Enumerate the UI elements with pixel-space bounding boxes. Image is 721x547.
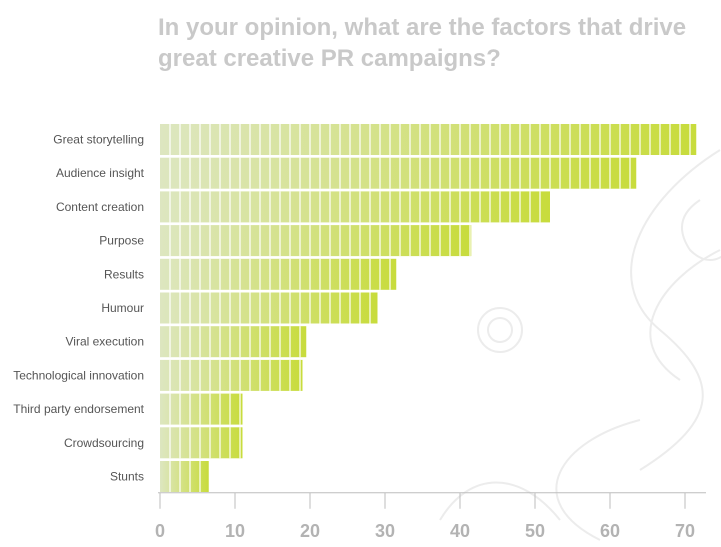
bar-humour xyxy=(160,292,378,324)
category-label: Stunts xyxy=(110,470,144,484)
category-label: Technological innovation xyxy=(13,368,144,382)
category-label: Viral execution xyxy=(66,335,145,349)
bar-stunts xyxy=(160,461,209,492)
bar-viral-execution xyxy=(160,326,307,358)
category-label: Audience insight xyxy=(56,166,145,180)
x-tick-label: 30 xyxy=(375,521,395,541)
x-tick-label: 60 xyxy=(600,521,620,541)
chart-title: In your opinion, what are the factors th… xyxy=(158,14,687,72)
x-tick-label: 20 xyxy=(300,521,320,541)
bar-purpose xyxy=(160,225,472,257)
category-label: Content creation xyxy=(56,200,144,214)
x-tick-label: 70 xyxy=(675,521,695,541)
category-label: Great storytelling xyxy=(53,133,144,147)
x-tick-label: 50 xyxy=(525,521,545,541)
bar-segments xyxy=(169,124,691,492)
x-axis-ticks: 0 10 20 30 40 50 60 70 xyxy=(155,492,695,541)
bar-audience-insight xyxy=(160,157,637,189)
category-label: Purpose xyxy=(99,234,144,248)
x-tick-label: 0 xyxy=(155,521,165,541)
bar-great-storytelling xyxy=(160,124,697,155)
bar-technological-innovation xyxy=(160,359,303,391)
category-label: Crowdsourcing xyxy=(64,436,144,450)
bar-results xyxy=(160,258,397,290)
bar-third-party-endorsement xyxy=(160,393,243,425)
x-tick-label: 10 xyxy=(225,521,245,541)
decorative-swirl xyxy=(439,149,721,541)
bars-group xyxy=(160,124,697,492)
bar-crowdsourcing xyxy=(160,427,243,459)
category-label: Results xyxy=(104,267,144,281)
bar-content-creation xyxy=(160,191,550,223)
category-label: Third party endorsement xyxy=(13,402,144,416)
x-tick-label: 40 xyxy=(450,521,470,541)
category-label: Humour xyxy=(101,301,144,315)
category-labels: Great storytelling Audience insight Conten… xyxy=(13,133,144,484)
